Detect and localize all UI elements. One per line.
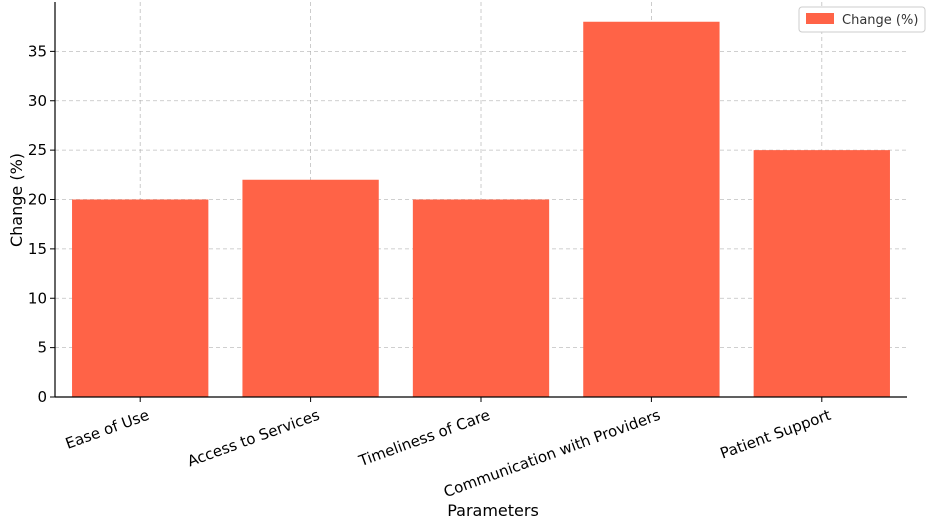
bar — [242, 179, 379, 397]
bars — [72, 21, 890, 397]
x-tick-label: Patient Support — [718, 406, 834, 463]
legend-label: Change (%) — [842, 13, 918, 28]
bar — [753, 150, 890, 397]
y-tick-label: 20 — [28, 191, 47, 209]
legend: Change (%) — [798, 6, 926, 33]
y-tick-label: 35 — [28, 42, 47, 60]
y-tick-label: 5 — [37, 339, 47, 357]
y-ticks: 0 5 10 15 20 25 30 35 — [28, 42, 55, 406]
legend-swatch — [806, 13, 834, 24]
bar — [72, 199, 209, 397]
y-tick-label: 0 — [37, 388, 47, 406]
y-axis-title: Change (%) — [7, 153, 26, 247]
x-tick-label: Ease of Use — [63, 406, 152, 453]
x-ticks: Ease of Use Access to Services Timeliness … — [63, 397, 833, 501]
y-tick-label: 25 — [28, 141, 47, 159]
y-tick-label: 10 — [28, 289, 47, 307]
x-tick-label: Access to Services — [185, 406, 322, 471]
bar — [412, 199, 550, 397]
x-axis-title: Parameters — [447, 501, 539, 520]
x-tick-label: Timeliness of Care — [355, 406, 492, 471]
y-tick-label: 30 — [28, 92, 47, 110]
bar — [583, 21, 720, 397]
y-tick-label: 15 — [28, 240, 47, 258]
